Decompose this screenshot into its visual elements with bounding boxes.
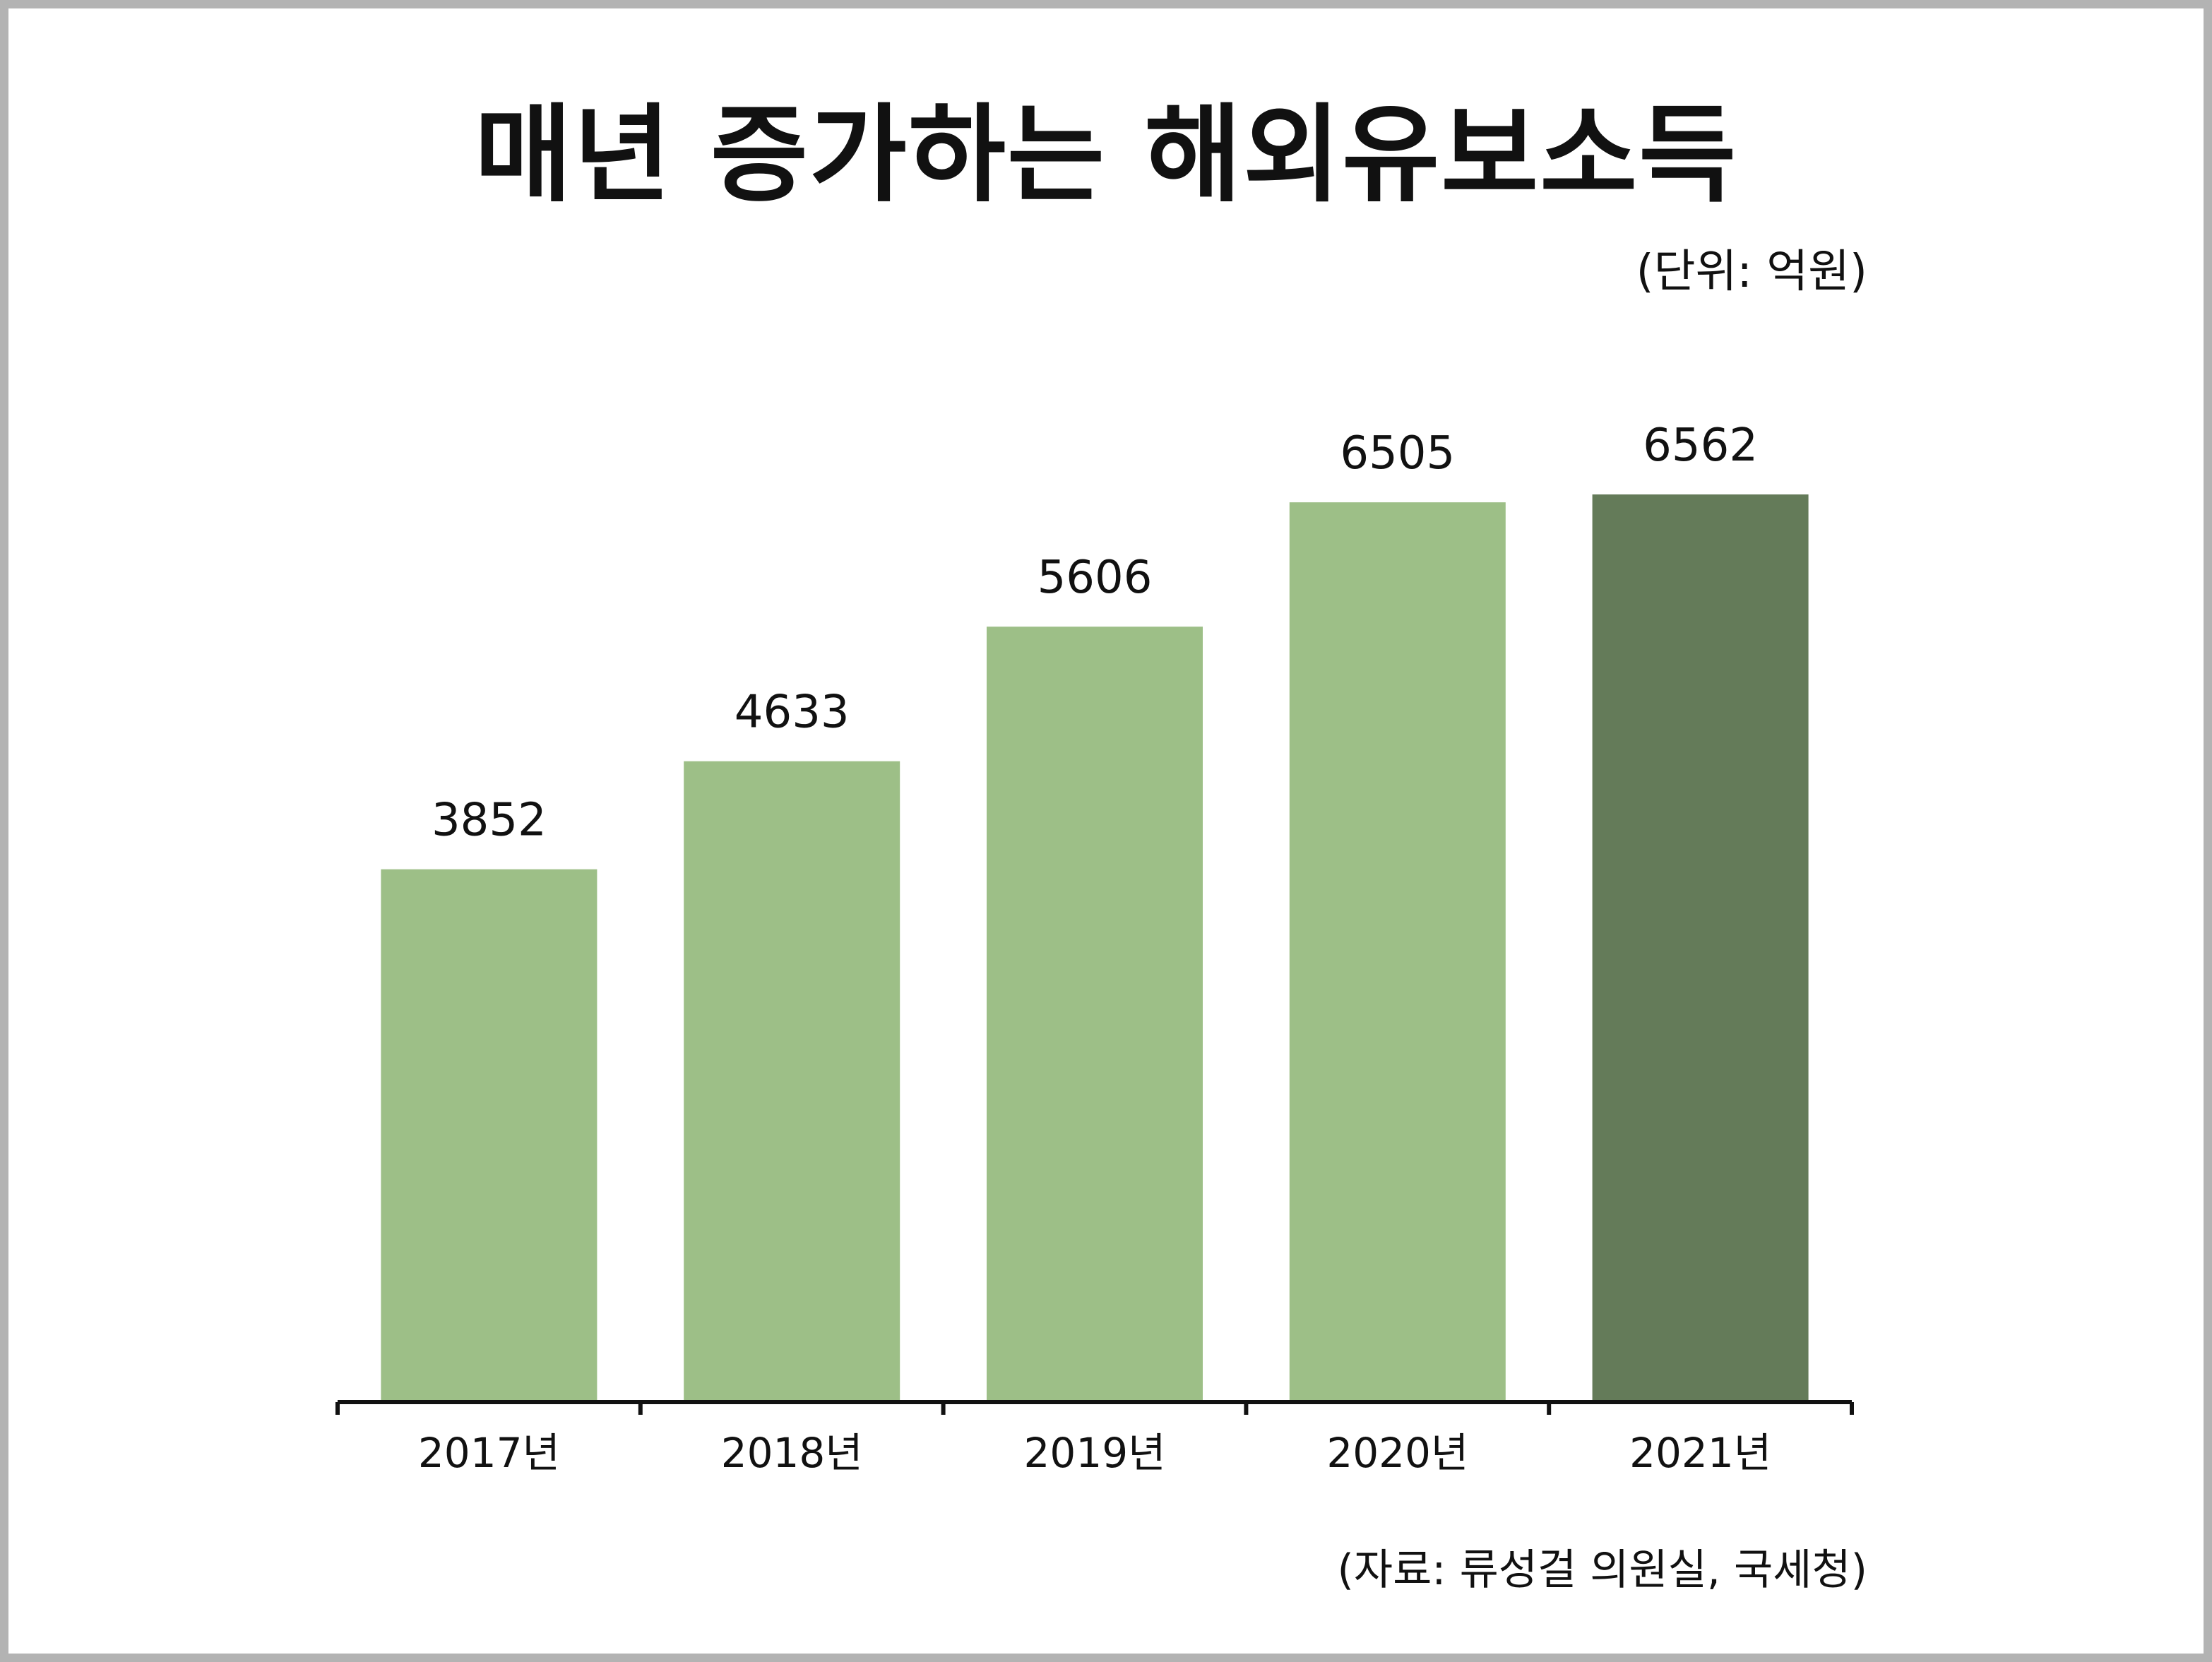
data-label: 5606 <box>1037 552 1153 604</box>
x-tick-label: 2018년 <box>721 1429 863 1477</box>
unit-label: (단위: 억원) <box>1636 246 1867 298</box>
data-label: 3852 <box>432 795 547 847</box>
bar-2019년 <box>987 627 1203 1402</box>
data-label: 4633 <box>735 687 850 739</box>
bar-2021년 <box>1592 494 1809 1402</box>
data-label: 6562 <box>1643 420 1758 472</box>
bar-2018년 <box>684 761 900 1402</box>
x-tick-label: 2020년 <box>1326 1429 1468 1477</box>
chart-title: 매년 증가하는 해외유보소득 <box>474 94 1738 217</box>
x-tick-label: 2017년 <box>418 1429 560 1477</box>
bar-2017년 <box>381 869 597 1402</box>
x-tick-label: 2019년 <box>1024 1429 1166 1477</box>
source-label: (자료: 류성걸 의원실, 국세청) <box>1337 1545 1867 1595</box>
x-tick-label: 2021년 <box>1629 1429 1771 1477</box>
data-label: 6505 <box>1340 427 1455 480</box>
bar-2020년 <box>1289 502 1506 1402</box>
